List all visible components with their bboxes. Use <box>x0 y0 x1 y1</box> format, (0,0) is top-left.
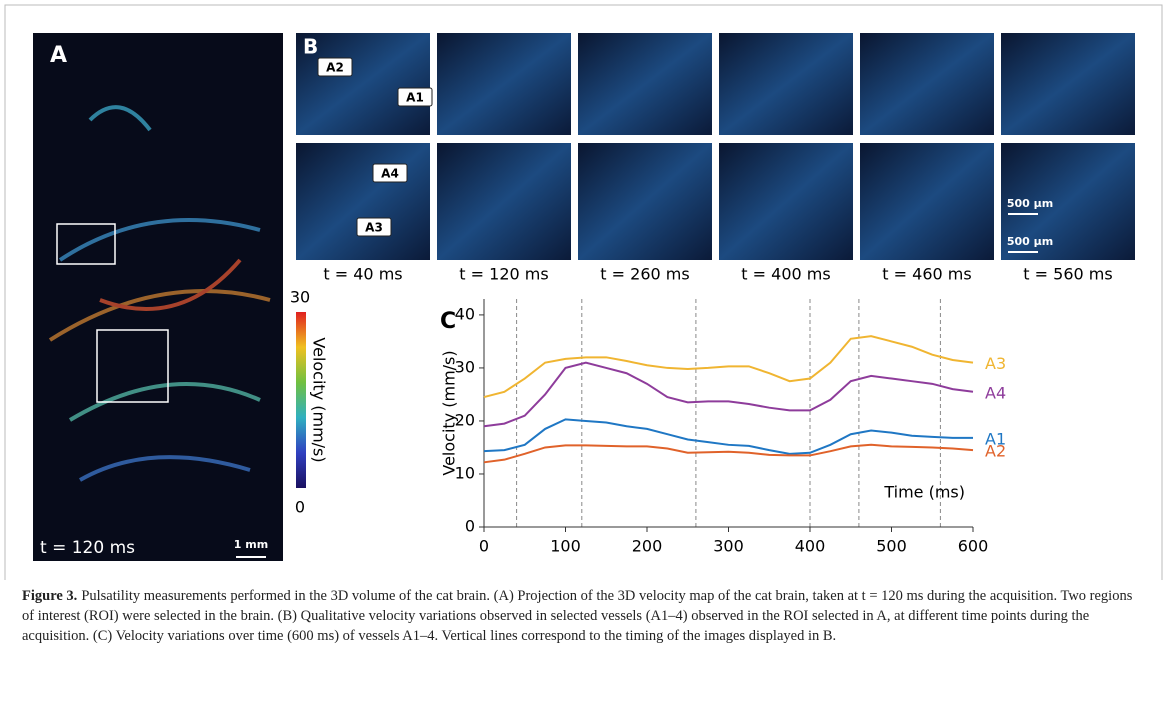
time-label: t = 120 ms <box>459 265 548 284</box>
time-label: t = 120 ms <box>40 538 135 558</box>
x-tick-label: 500 <box>876 537 907 556</box>
line <box>483 418 973 455</box>
panel-b: t = 40 ms t = 120 ms t = 260 ms t = 400 ms t… <box>296 33 1135 284</box>
caption: Figure 3. Pulsatility measurements perfor… <box>22 586 1147 646</box>
thumbnail <box>719 33 853 135</box>
time-label: t = 260 ms <box>600 265 689 284</box>
thumbnail <box>1001 143 1135 260</box>
callout <box>356 217 392 237</box>
y-axis-label: Velocity (mm/s) <box>440 350 459 475</box>
roi-box <box>56 223 116 265</box>
scale-label: 1 mm <box>234 538 268 551</box>
figure: A t = 120 ms 1 mm 30 0 Velocity (mm/s) t… <box>4 4 1163 580</box>
thumbnail <box>437 33 571 135</box>
series-label: A1 <box>985 429 1006 448</box>
caption-text: Pulsatility measurements performed in th… <box>22 588 1133 644</box>
x-tick-label: 0 <box>479 537 489 556</box>
time-label: t = 460 ms <box>882 265 971 284</box>
series-label: A3 <box>985 354 1006 373</box>
colorbar-label: Velocity (mm/s) <box>310 337 329 462</box>
callout <box>317 57 353 77</box>
thumbnail <box>437 143 571 260</box>
series-label: A2 <box>985 442 1006 461</box>
callout <box>397 87 433 107</box>
thumbnail <box>860 143 994 260</box>
series-label: A4 <box>985 383 1006 402</box>
thumbnail <box>1001 33 1135 135</box>
line <box>483 335 974 399</box>
colorbar <box>296 312 306 488</box>
callout-label: A2 <box>326 61 344 75</box>
scale-label: 500 µm <box>1007 235 1053 248</box>
line <box>483 443 974 464</box>
time-label: t = 560 ms <box>1023 265 1112 284</box>
colorbar-min: 0 <box>295 498 305 517</box>
thumbnail <box>296 143 430 260</box>
colorbar-max: 30 <box>290 288 310 307</box>
thumbnail <box>860 33 994 135</box>
panel-label: C <box>440 309 456 334</box>
x-tick-label: 300 <box>713 537 744 556</box>
callout-label: A4 <box>381 167 399 181</box>
x-tick-label: 100 <box>550 537 581 556</box>
thumbnail <box>578 143 712 260</box>
callout-label: A3 <box>365 221 383 235</box>
callout-label: A1 <box>406 91 424 105</box>
x-tick-label: 400 <box>795 537 826 556</box>
x-tick-label: 600 <box>958 537 989 556</box>
figure-border <box>4 4 1163 580</box>
y-tick-label: 0 <box>465 517 475 536</box>
roi-box <box>96 329 169 403</box>
y-tick-label: 10 <box>455 463 475 482</box>
thumbnail <box>578 33 712 135</box>
time-label: t = 40 ms <box>323 265 402 284</box>
y-tick-label: 30 <box>455 357 475 376</box>
scale-label: 500 µm <box>1007 197 1053 210</box>
panel-label: B <box>303 35 318 59</box>
panel-label: A <box>50 43 67 68</box>
x-axis-label: Time (ms) <box>883 483 965 502</box>
line <box>483 361 974 428</box>
caption-label: Figure 3. <box>22 588 78 604</box>
thumbnail <box>296 33 430 135</box>
y-tick-label: 40 <box>455 304 475 323</box>
callout <box>372 163 408 183</box>
thumbnail <box>719 143 853 260</box>
time-label: t = 400 ms <box>741 265 830 284</box>
y-tick-label: 20 <box>455 410 475 429</box>
x-tick-label: 200 <box>632 537 663 556</box>
